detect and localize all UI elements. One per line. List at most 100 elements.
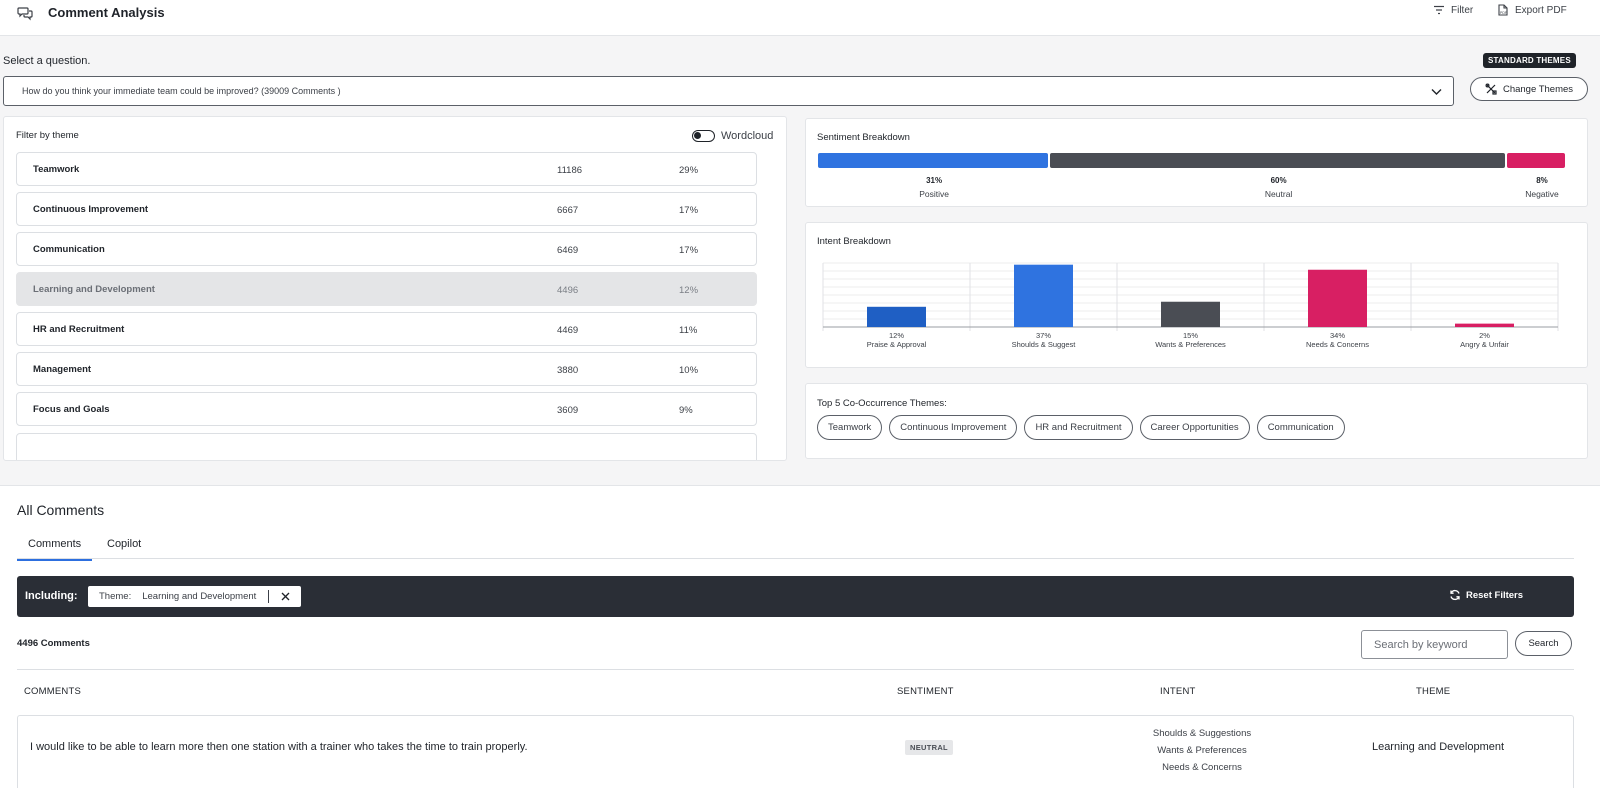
filter-button[interactable]: Filter bbox=[1433, 4, 1473, 16]
theme-row[interactable]: Teamwork 11186 29% bbox=[16, 152, 757, 186]
theme-name: Teamwork bbox=[33, 164, 80, 175]
theme-percent: 9% bbox=[679, 405, 693, 416]
standard-themes-badge: STANDARD THEMES bbox=[1483, 53, 1576, 68]
theme-name: Continuous Improvement bbox=[33, 204, 149, 215]
comments-tabs: Comments Copilot bbox=[17, 532, 1574, 561]
filter-key: Theme: bbox=[99, 591, 132, 602]
search-button[interactable]: Search bbox=[1515, 631, 1572, 656]
theme-row-partial[interactable] bbox=[16, 433, 757, 460]
tab-copilot[interactable]: Copilot bbox=[107, 538, 142, 550]
intent-bar[interactable] bbox=[1161, 301, 1220, 327]
theme-count: 4496 bbox=[557, 285, 579, 296]
column-sentiment: SENTIMENT bbox=[897, 686, 954, 697]
cooccurrence-chip[interactable]: Communication bbox=[1256, 415, 1345, 440]
intent-bar[interactable] bbox=[1455, 323, 1514, 327]
theme-count: 3880 bbox=[557, 365, 579, 376]
cooccurrence-chip[interactable]: HR and Recruitment bbox=[1024, 415, 1133, 440]
sentiment-title: Sentiment Breakdown bbox=[817, 132, 910, 143]
remove-filter-button[interactable] bbox=[269, 586, 301, 607]
comments-table-header: COMMENTS SENTIMENT INTENT THEME bbox=[17, 669, 1574, 705]
sentiment-bar-neutral[interactable] bbox=[1050, 153, 1506, 168]
tab-comments[interactable]: Comments bbox=[17, 538, 93, 561]
theme-name: Focus and Goals bbox=[33, 404, 110, 415]
intent-item: Shoulds & Suggestions bbox=[1152, 728, 1252, 739]
sentiment-value: 31% bbox=[926, 176, 943, 185]
theme-filter-title: Filter by theme bbox=[16, 130, 79, 141]
active-filter-chip: Theme: Learning and Development bbox=[88, 586, 302, 607]
bar-value-label: 34% bbox=[1330, 331, 1345, 340]
close-icon bbox=[281, 592, 290, 601]
change-themes-label: Change Themes bbox=[1502, 83, 1574, 95]
comments-icon bbox=[17, 7, 33, 21]
question-dropdown[interactable]: How do you think your immediate team cou… bbox=[3, 76, 1454, 106]
cooccurrence-chip[interactable]: Teamwork bbox=[817, 415, 883, 440]
theme-percent: 11% bbox=[679, 325, 698, 336]
bar-category-label: Angry & Unfair bbox=[1460, 340, 1509, 349]
theme-percent: 29% bbox=[679, 165, 699, 176]
filter-label: Filter bbox=[1451, 4, 1474, 16]
column-comments: COMMENTS bbox=[24, 686, 82, 697]
theme-count: 11186 bbox=[557, 165, 583, 176]
sentiment-value: 8% bbox=[1536, 176, 1548, 185]
active-filters-bar: Including: Theme: Learning and Developme… bbox=[17, 576, 1574, 617]
table-row[interactable]: I would like to be able to learn more th… bbox=[17, 715, 1574, 788]
change-themes-button[interactable]: Change Themes bbox=[1470, 77, 1588, 101]
svg-text:PDF: PDF bbox=[1500, 11, 1507, 15]
theme-count: 4469 bbox=[557, 325, 579, 336]
intent-bar-chart: 12%Praise & Approval 37%Shoulds & Suggest… bbox=[822, 262, 1559, 349]
reset-filters-label: Reset Filters bbox=[1466, 589, 1524, 601]
theme-name: Communication bbox=[33, 244, 105, 255]
theme-name: Learning and Development bbox=[33, 284, 155, 295]
bar-value-label: 37% bbox=[1036, 331, 1051, 340]
theme-row[interactable]: Continuous Improvement 6667 17% bbox=[16, 192, 757, 226]
sentiment-label: Negative bbox=[1525, 189, 1559, 199]
intent-breakdown-card: Intent Breakdown 12% Praise & Approval 37%… bbox=[805, 222, 1588, 368]
toggle-switch[interactable] bbox=[692, 130, 715, 142]
column-theme: THEME bbox=[1416, 686, 1451, 697]
tools-icon bbox=[1485, 83, 1497, 95]
sentiment-bar-positive[interactable] bbox=[818, 153, 1049, 168]
cooccurrence-chip[interactable]: Career Opportunities bbox=[1139, 415, 1250, 440]
keyword-search-input[interactable] bbox=[1361, 630, 1508, 659]
export-label: Export PDF bbox=[1515, 4, 1567, 16]
intent-bar[interactable] bbox=[1308, 269, 1367, 327]
comment-theme: Learning and Development bbox=[1371, 741, 1505, 753]
bar-category-label: Shoulds & Suggest bbox=[1012, 340, 1077, 349]
filter-icon bbox=[1434, 5, 1444, 15]
sentiment-bar-negative[interactable] bbox=[1507, 153, 1565, 168]
theme-percent: 12% bbox=[679, 285, 699, 296]
export-pdf-button[interactable]: PDF Export PDF bbox=[1497, 4, 1567, 16]
sentiment-value: 60% bbox=[1270, 176, 1287, 185]
refresh-icon bbox=[1450, 589, 1460, 601]
intent-list: Shoulds & Suggestions Wants & Preference… bbox=[1102, 725, 1302, 776]
theme-row[interactable]: Communication 6469 17% bbox=[16, 232, 757, 266]
cooccurrence-chip[interactable]: Continuous Improvement bbox=[889, 415, 1018, 440]
all-comments-title: All Comments bbox=[17, 502, 105, 518]
column-intent: INTENT bbox=[1160, 686, 1196, 697]
filter-value: Learning and Development bbox=[142, 591, 257, 602]
reset-filters-button[interactable]: Reset Filters bbox=[1449, 589, 1523, 601]
theme-row[interactable]: HR and Recruitment 4469 11% bbox=[16, 312, 757, 346]
page-title: Comment Analysis bbox=[48, 5, 165, 20]
bar-category-label: Needs & Concerns bbox=[1306, 340, 1369, 349]
theme-count: 6469 bbox=[557, 245, 579, 256]
comment-text: I would like to be able to learn more th… bbox=[30, 741, 528, 753]
theme-filter-card: Filter by theme Wordcloud Teamwork 11186 2… bbox=[3, 116, 787, 461]
theme-row[interactable]: Management 3880 10% bbox=[16, 352, 757, 386]
bar-category-label: Wants & Preferences bbox=[1155, 340, 1226, 349]
theme-row[interactable]: Learning and Development 4496 12% bbox=[16, 272, 757, 306]
theme-name: HR and Recruitment bbox=[33, 324, 125, 335]
theme-row[interactable]: Focus and Goals 3609 9% bbox=[16, 392, 757, 426]
including-label: Including: bbox=[25, 590, 78, 602]
bar-value-label: 12% bbox=[889, 331, 904, 340]
intent-title: Intent Breakdown bbox=[817, 236, 891, 247]
sentiment-label: Neutral bbox=[1264, 189, 1293, 199]
question-selected-value: How do you think your immediate team cou… bbox=[22, 86, 341, 96]
bar-category-label: Praise & Approval bbox=[867, 340, 927, 349]
wordcloud-toggle[interactable]: Wordcloud bbox=[692, 130, 773, 142]
intent-bar[interactable] bbox=[867, 306, 926, 327]
chevron-down-icon bbox=[1431, 89, 1442, 95]
theme-percent: 17% bbox=[679, 245, 699, 256]
theme-count: 6667 bbox=[557, 205, 579, 216]
intent-bar[interactable] bbox=[1014, 264, 1073, 327]
